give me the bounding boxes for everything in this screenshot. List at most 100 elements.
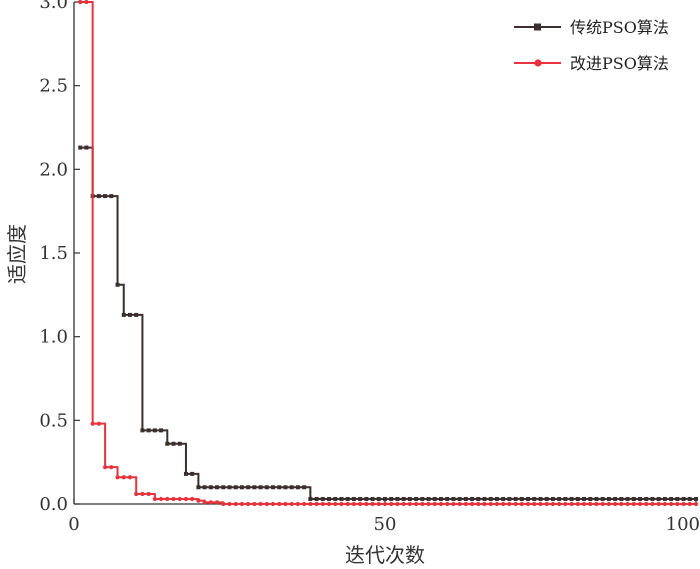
data-point — [202, 500, 207, 505]
data-point — [214, 500, 220, 505]
data-point — [358, 496, 363, 501]
data-point — [196, 498, 201, 503]
data-point — [389, 501, 394, 507]
data-point — [351, 501, 356, 507]
data-point — [426, 496, 431, 501]
data-point — [264, 485, 269, 490]
data-point — [638, 496, 643, 501]
y-tick-label: 0.5 — [39, 410, 68, 431]
data-point — [582, 496, 587, 501]
data-point — [482, 496, 487, 501]
data-point — [637, 501, 643, 507]
y-tick-label: 0.0 — [39, 494, 68, 515]
data-point — [488, 496, 493, 501]
x-tick-label: 0 — [68, 514, 79, 535]
data-point — [407, 496, 412, 501]
data-point — [351, 496, 356, 501]
data-point — [215, 485, 220, 490]
data-point — [457, 496, 462, 501]
data-point — [420, 496, 425, 501]
data-point — [364, 501, 369, 507]
data-point — [152, 428, 157, 433]
data-point — [376, 496, 381, 501]
data-point — [264, 501, 269, 507]
data-point — [127, 312, 132, 317]
data-point — [165, 441, 170, 446]
data-point — [451, 496, 456, 501]
data-point — [277, 485, 282, 490]
data-point — [656, 501, 661, 507]
x-tick-label: 50 — [374, 514, 397, 535]
data-point — [401, 501, 406, 507]
data-point — [177, 496, 182, 502]
data-point — [339, 501, 344, 507]
series-1 — [78, 145, 698, 501]
data-point — [501, 496, 506, 501]
data-point — [694, 496, 698, 501]
data-point — [376, 501, 381, 507]
data-point — [669, 496, 674, 501]
data-point — [308, 501, 313, 507]
data-point — [445, 501, 450, 507]
data-point — [438, 496, 443, 501]
data-point — [258, 501, 263, 507]
data-point — [221, 485, 226, 490]
data-point — [183, 496, 189, 502]
data-point — [594, 501, 599, 507]
data-point — [662, 501, 668, 507]
data-point — [333, 501, 338, 507]
data-point — [575, 501, 580, 507]
data-point — [109, 465, 114, 470]
series-line — [80, 1, 696, 505]
data-point — [432, 496, 437, 501]
y-tick-label: 2.0 — [39, 159, 68, 180]
data-point — [625, 501, 630, 507]
data-point — [171, 441, 176, 446]
data-point — [681, 501, 686, 507]
y-tick-label: 1.5 — [39, 243, 68, 264]
data-point — [146, 491, 151, 497]
data-point — [662, 496, 667, 501]
data-point — [295, 485, 300, 490]
data-point — [140, 491, 145, 497]
data-point — [476, 496, 481, 501]
data-point — [115, 282, 120, 287]
data-point — [320, 501, 325, 507]
y-tick-label: 3.0 — [39, 0, 68, 13]
data-point — [289, 485, 294, 490]
data-point — [227, 485, 232, 490]
data-point — [569, 496, 574, 501]
data-point — [488, 501, 493, 507]
data-point — [383, 496, 387, 501]
data-point — [687, 501, 692, 507]
data-point — [202, 485, 207, 490]
data-point — [681, 496, 686, 501]
data-point — [538, 501, 543, 507]
data-point — [600, 501, 605, 507]
legend-entry-1: 传统PSO算法 — [514, 18, 669, 37]
data-point — [619, 496, 624, 501]
legend-marker — [534, 59, 542, 67]
data-point — [183, 471, 188, 476]
data-point — [339, 496, 344, 501]
data-point — [432, 501, 437, 507]
data-point — [526, 496, 531, 501]
series-layer — [78, 0, 699, 507]
data-point — [470, 496, 475, 501]
data-point — [239, 501, 245, 507]
data-point — [420, 501, 425, 507]
data-point — [345, 501, 350, 507]
data-point — [513, 501, 518, 507]
data-point — [239, 485, 244, 490]
data-point — [631, 501, 636, 507]
data-point — [575, 496, 580, 501]
data-point — [581, 501, 587, 507]
series-2 — [78, 0, 699, 507]
data-point — [544, 496, 549, 501]
data-point — [525, 501, 531, 507]
data-point — [538, 496, 543, 501]
data-point — [532, 496, 537, 501]
data-point — [594, 496, 599, 501]
